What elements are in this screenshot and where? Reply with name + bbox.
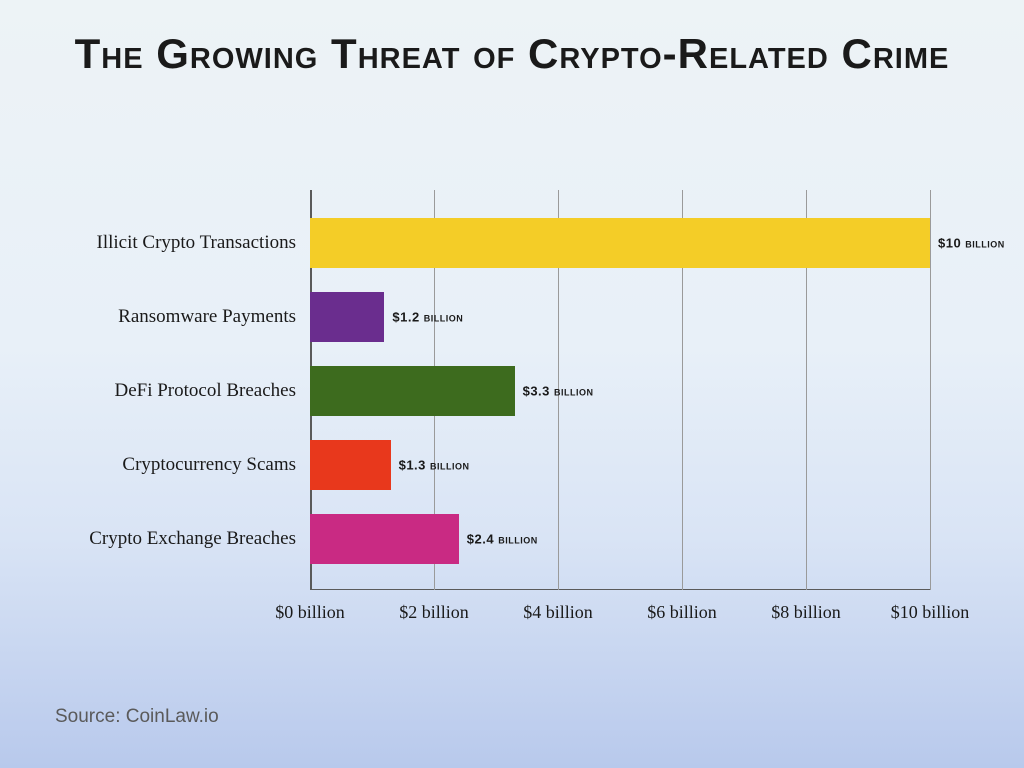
category-label: Crypto Exchange Breaches	[89, 528, 310, 550]
bar-row: Crypto Exchange Breaches$2.4 billion	[310, 506, 930, 572]
x-tick-label: $10 billion	[891, 590, 970, 623]
bar: $10 billion	[310, 218, 930, 268]
value-label: $10 billion	[930, 236, 1005, 251]
x-tick-label: $8 billion	[771, 590, 841, 623]
bar: $2.4 billion	[310, 514, 459, 564]
x-tick-label: $2 billion	[399, 590, 469, 623]
value-label: $1.2 billion	[384, 310, 463, 325]
category-label: DeFi Protocol Breaches	[114, 380, 310, 402]
x-tick-label: $4 billion	[523, 590, 593, 623]
bar-row: Ransomware Payments$1.2 billion	[310, 284, 930, 350]
value-label: $3.3 billion	[515, 384, 594, 399]
value-label: $1.3 billion	[391, 458, 470, 473]
bar-row: Cryptocurrency Scams$1.3 billion	[310, 432, 930, 498]
bar: $3.3 billion	[310, 366, 515, 416]
plot-area: $0 billion$2 billion$4 billion$6 billion…	[310, 190, 930, 590]
source-attribution: Source: CoinLaw.io	[55, 706, 219, 728]
chart-title: The Growing Threat of Crypto-Related Cri…	[0, 0, 1024, 88]
bar-row: Illicit Crypto Transactions$10 billion	[310, 210, 930, 276]
chart-container: $0 billion$2 billion$4 billion$6 billion…	[90, 190, 960, 590]
bar: $1.2 billion	[310, 292, 384, 342]
x-tick-label: $6 billion	[647, 590, 717, 623]
category-label: Cryptocurrency Scams	[122, 454, 310, 476]
category-label: Ransomware Payments	[118, 306, 310, 328]
bar: $1.3 billion	[310, 440, 391, 490]
bar-row: DeFi Protocol Breaches$3.3 billion	[310, 358, 930, 424]
category-label: Illicit Crypto Transactions	[97, 232, 311, 254]
x-tick-label: $0 billion	[275, 590, 345, 623]
value-label: $2.4 billion	[459, 532, 538, 547]
